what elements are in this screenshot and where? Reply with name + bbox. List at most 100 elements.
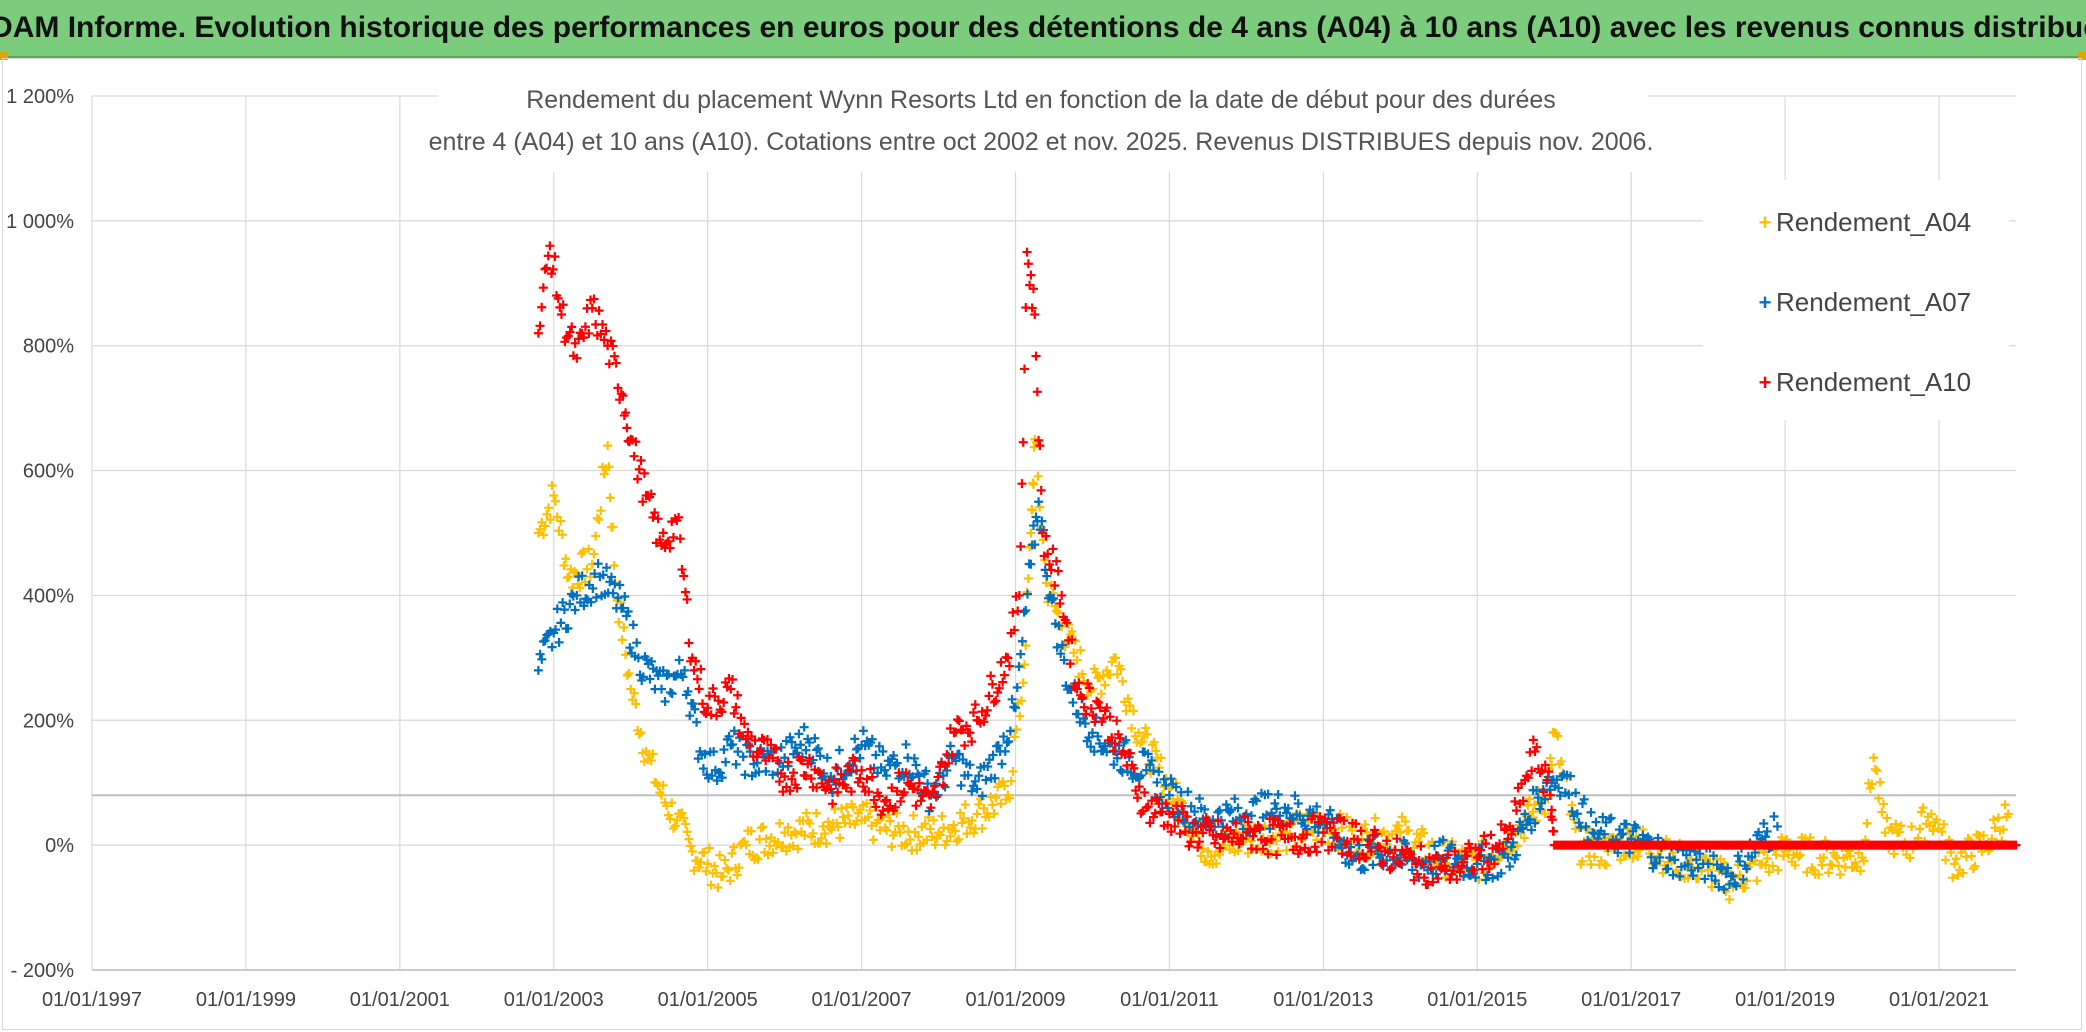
data-point [848, 802, 858, 812]
data-point [911, 801, 921, 811]
data-point [1173, 815, 1183, 825]
data-point [1353, 835, 1363, 845]
data-point [1646, 852, 1656, 862]
data-point [1240, 811, 1250, 821]
data-point [1164, 790, 1174, 800]
data-point [996, 657, 1006, 667]
data-point [691, 656, 701, 666]
data-point [780, 771, 790, 781]
data-point [1579, 794, 1589, 804]
data-point [987, 679, 997, 689]
data-point [991, 696, 1001, 706]
data-point [707, 771, 717, 781]
data-point [805, 738, 815, 748]
data-point [2003, 809, 2013, 819]
data-point [1433, 874, 1443, 884]
data-point [653, 514, 663, 524]
data-point [1020, 364, 1029, 374]
data-point [594, 515, 604, 525]
data-point [1152, 777, 1162, 787]
data-point [913, 832, 923, 842]
data-point [1949, 859, 1959, 869]
data-point [687, 846, 697, 856]
data-point [1772, 821, 1782, 831]
data-point [905, 835, 915, 845]
data-point [1377, 859, 1387, 869]
data-point [1503, 834, 1513, 844]
data-point [1017, 479, 1027, 489]
data-point [791, 829, 801, 839]
data-point [929, 781, 939, 791]
data-point [1691, 855, 1701, 865]
data-point [1282, 808, 1292, 818]
data-point [1327, 842, 1337, 852]
data-point [1346, 851, 1356, 861]
data-point [683, 686, 693, 696]
data-point [955, 808, 965, 818]
data-point [1246, 836, 1256, 846]
data-point [734, 863, 744, 873]
data-point [1168, 807, 1178, 817]
data-point [689, 866, 699, 876]
data-point [1161, 780, 1171, 790]
data-point [1508, 838, 1518, 848]
data-point [826, 784, 836, 794]
data-point [1651, 858, 1661, 868]
data-point [773, 837, 783, 847]
data-point [801, 771, 811, 781]
data-point [727, 675, 737, 685]
data-point [700, 749, 710, 759]
data-point [1686, 865, 1696, 875]
data-point [638, 497, 648, 507]
data-point [1251, 796, 1261, 806]
data-point [556, 310, 566, 319]
data-point [554, 637, 564, 647]
data-point [604, 462, 614, 472]
data-point [723, 865, 733, 875]
banner-title: ADAM Informe. Evolution historique des p… [0, 11, 2086, 44]
data-point [580, 322, 590, 332]
data-point [1043, 549, 1053, 559]
data-point [928, 787, 938, 797]
data-point [1012, 682, 1022, 692]
data-point [1312, 802, 1322, 812]
data-point [1724, 879, 1734, 889]
data-point [1503, 853, 1513, 863]
data-point [658, 528, 668, 538]
data-point [547, 481, 557, 491]
data-point [1068, 698, 1078, 708]
data-point [535, 649, 545, 659]
data-point [1567, 807, 1577, 817]
data-point [1407, 853, 1417, 863]
data-point [1177, 801, 1187, 811]
data-point [967, 786, 977, 796]
x-tick-label: 01/01/2021 [1889, 989, 1989, 1011]
data-point [1053, 608, 1063, 618]
data-point [1915, 824, 1925, 834]
data-point [1342, 836, 1352, 846]
data-point [987, 800, 997, 810]
data-points [533, 241, 2021, 904]
legend: + Rendement_A04 + Rendement_A07 + Rendem… [1703, 180, 2009, 420]
data-point [638, 672, 648, 682]
data-point [1368, 860, 1378, 870]
data-point [1388, 852, 1398, 862]
data-point [1298, 815, 1308, 825]
data-point [871, 750, 881, 760]
data-point [731, 759, 741, 769]
data-point [1211, 832, 1221, 842]
data-point [1598, 812, 1608, 822]
y-tick-label: - 200% [11, 960, 75, 982]
data-point [1108, 746, 1118, 756]
data-point [559, 605, 569, 615]
data-point [713, 883, 723, 893]
data-point [706, 880, 716, 890]
data-point [679, 571, 689, 581]
data-point [1190, 807, 1200, 817]
data-point [867, 821, 877, 831]
data-point [929, 815, 939, 825]
data-point [951, 727, 961, 737]
data-point [1088, 710, 1098, 720]
data-point [863, 812, 873, 822]
data-point [997, 759, 1007, 769]
